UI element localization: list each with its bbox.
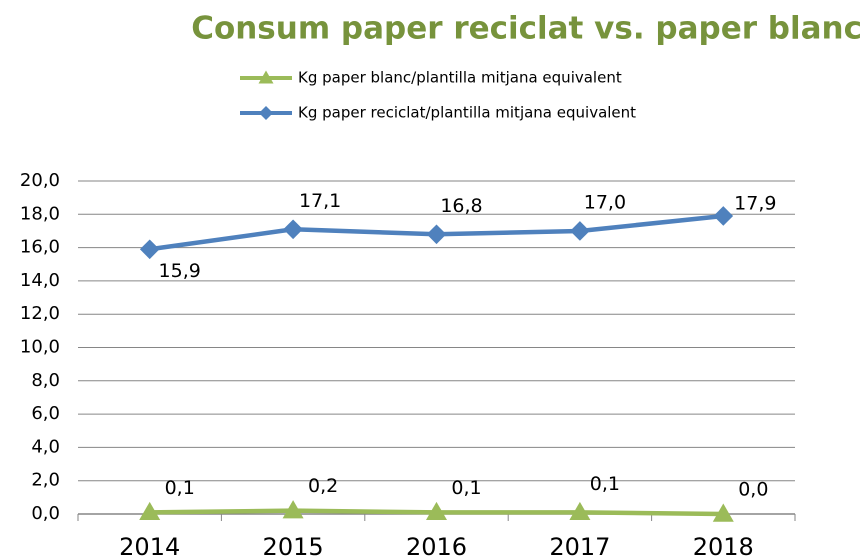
data-label: 0,0 [738,479,768,501]
data-point [282,500,304,519]
chart-title: Consum paper reciclat vs. paper blanc [191,11,862,47]
data-point [426,501,447,521]
data-label: 17,1 [299,190,341,212]
x-tick-label: 2017 [549,533,610,560]
y-tick-label: 20,0 [20,170,60,191]
data-label: 0,1 [451,477,481,499]
legend-marker [259,106,273,120]
data-point [712,503,734,522]
data-point [713,206,734,226]
x-tick-label: 2015 [263,533,324,560]
data-point [570,221,590,241]
data-label: 17,0 [584,191,626,213]
data-label: 17,9 [734,192,776,214]
y-tick-label: 14,0 [20,270,60,291]
y-tick-label: 8,0 [31,370,60,391]
x-tick-label: 2018 [693,533,754,560]
legend-label: Kg paper blanc/plantilla mitjana equival… [298,69,622,87]
x-tick-label: 2016 [406,533,467,560]
data-point [139,239,160,260]
data-point [569,501,591,521]
data-label: 0,1 [590,473,620,495]
data-label: 16,8 [440,195,482,217]
data-label: 0,2 [308,475,338,497]
legend-label: Kg paper reciclat/plantilla mitjana equi… [298,104,636,122]
y-tick-label: 2,0 [31,470,60,491]
y-tick-label: 18,0 [20,203,60,224]
y-tick-label: 12,0 [20,303,60,324]
y-tick-label: 6,0 [31,403,60,424]
y-tick-label: 0,0 [31,503,60,524]
data-label: 0,1 [165,477,195,499]
y-tick-label: 16,0 [20,237,60,258]
data-point [283,219,303,240]
data-label: 15,9 [159,260,201,282]
legend-marker [258,70,274,84]
x-tick-label: 2014 [119,533,180,560]
y-tick-label: 4,0 [31,436,60,457]
data-point [139,501,161,521]
y-tick-label: 10,0 [20,337,60,358]
data-point [426,224,447,245]
